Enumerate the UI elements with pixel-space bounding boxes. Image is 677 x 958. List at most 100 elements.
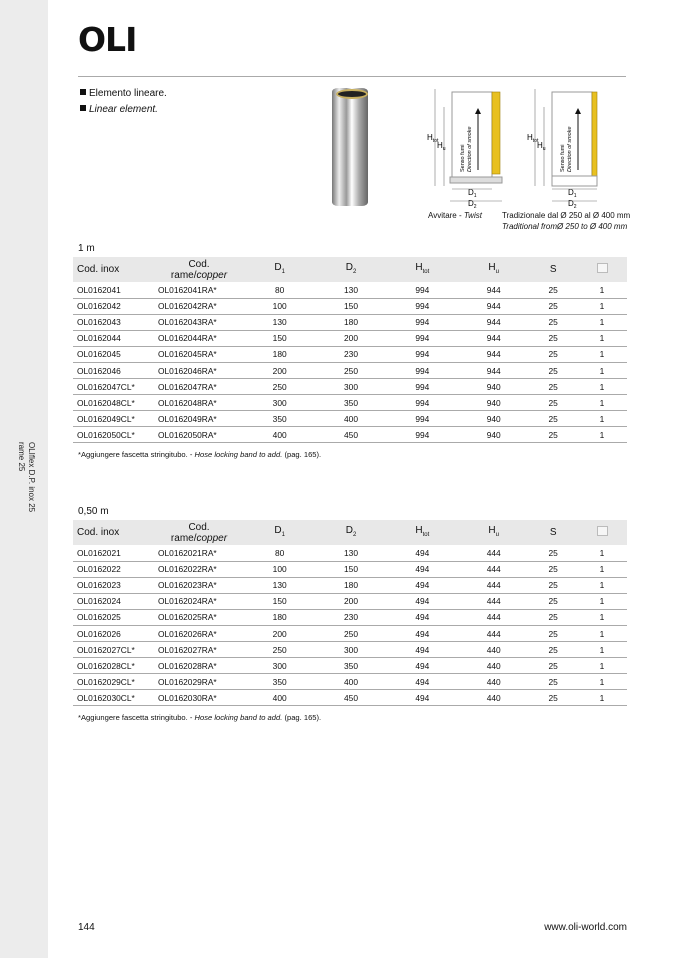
table-cell: OL0162028RA* <box>154 657 244 675</box>
table-cell: 230 <box>315 346 387 363</box>
table-cell: 1 <box>577 561 627 578</box>
table-cell: 1 <box>577 298 627 315</box>
table-cell: 1 <box>577 330 627 347</box>
table-row: OL0162027CL* OL0162027RA* 250 300 494 440 25 1 <box>73 641 627 659</box>
table-cell: 250 <box>315 625 387 643</box>
table-cell: 25 <box>529 330 577 347</box>
table-cell: 25 <box>529 346 577 363</box>
table-cell: OL0162043RA* <box>154 314 244 331</box>
table-cell: 944 <box>458 362 530 380</box>
svg-text:Senso fumi: Senso fumi <box>460 144 466 172</box>
table-cell: OL0162041RA* <box>154 282 244 299</box>
table-cell: 180 <box>315 577 387 594</box>
table-cell: OL0162045RA* <box>154 346 244 363</box>
table-cell: 25 <box>529 657 577 675</box>
table-cell: 494 <box>386 673 459 691</box>
table-cell: 494 <box>386 609 459 626</box>
table-row: OL0162022 OL0162022RA* 100 150 494 444 25 1 <box>73 561 627 578</box>
table-cell: 1 <box>577 394 627 412</box>
table-cell: OL0162030RA* <box>154 689 244 707</box>
page-number: 144 <box>78 922 95 933</box>
table-cell: OL0162044RA* <box>154 330 244 347</box>
divider <box>78 76 626 77</box>
col-hu: Hu <box>458 257 530 282</box>
table-row: OL0162023 OL0162023RA* 130 180 494 444 25 1 <box>73 577 627 594</box>
table-row: OL0162045 OL0162045RA* 180 230 994 944 25 1 <box>73 346 627 363</box>
table-cell: 940 <box>458 394 530 412</box>
table-cell: 1 <box>577 362 627 380</box>
col-htot: Htot <box>386 520 459 545</box>
table-cell: 80 <box>244 545 316 562</box>
table-row: OL0162043 OL0162043RA* 130 180 994 944 25 1 <box>73 314 627 331</box>
table-row: OL0162047CL* OL0162047RA* 250 300 994 940 25 1 <box>73 378 627 396</box>
table-cell: 350 <box>315 394 387 412</box>
table-cell: OL0162022RA* <box>154 561 244 578</box>
table-cell: OL0162029RA* <box>154 673 244 691</box>
table-cell: 100 <box>244 561 316 578</box>
col-copper: Cod. rame/copper <box>154 257 244 282</box>
table-cell: OL0162024 <box>73 593 154 610</box>
col-inox: Cod. inox <box>73 520 154 545</box>
table-cell: 100 <box>244 298 316 315</box>
table-cell: 150 <box>315 298 387 315</box>
table-row: OL0162050CL* OL0162050RA* 400 450 994 940 25 1 <box>73 426 627 444</box>
table-cell: 80 <box>244 282 316 299</box>
table-cell: OL0162048CL* <box>73 394 154 412</box>
table-cell: 25 <box>529 314 577 331</box>
table-cell: 1 <box>577 625 627 643</box>
table-cell: 944 <box>458 314 530 331</box>
table-cell: 994 <box>386 346 459 363</box>
box-icon <box>596 263 608 273</box>
table-cell: 25 <box>529 282 577 299</box>
table-cell: 944 <box>458 298 530 315</box>
col-d1: D1 <box>244 520 316 545</box>
table-cell: 450 <box>315 689 387 707</box>
table-cell: 250 <box>244 378 316 396</box>
table-cell: 944 <box>458 346 530 363</box>
table-cell: 200 <box>315 593 387 610</box>
table-cell: 400 <box>315 410 387 428</box>
col-pack <box>577 257 627 282</box>
svg-text:D2: D2 <box>568 199 577 210</box>
table-cell: 1 <box>577 577 627 594</box>
table-cell: 25 <box>529 673 577 691</box>
table-row: OL0162048CL* OL0162048RA* 300 350 994 940 25 1 <box>73 394 627 412</box>
table-cell: 130 <box>244 577 316 594</box>
table-row: OL0162025 OL0162025RA* 180 230 494 444 25 1 <box>73 609 627 626</box>
table-cell: 200 <box>244 362 316 380</box>
table-cell: 350 <box>244 673 316 691</box>
table-cell: OL0162046 <box>73 362 154 380</box>
table-cell: OL0162025RA* <box>154 609 244 626</box>
table-cell: 130 <box>244 314 316 331</box>
col-htot: Htot <box>386 257 459 282</box>
table-cell: 350 <box>315 657 387 675</box>
table-cell: 300 <box>315 378 387 396</box>
table-cell: 1 <box>577 609 627 626</box>
col-s: S <box>529 257 577 282</box>
table-cell: 25 <box>529 561 577 578</box>
table-cell: OL0162023 <box>73 577 154 594</box>
table-cell: 1 <box>577 657 627 675</box>
table-cell: 25 <box>529 410 577 428</box>
table-cell: OL0162049RA* <box>154 410 244 428</box>
table-cell: 150 <box>244 330 316 347</box>
table-cell: 444 <box>458 561 530 578</box>
table-row: OL0162021 OL0162021RA* 80 130 494 444 25 1 <box>73 545 627 562</box>
section-label: OLIflex D.P. inox 25 rame 25 <box>17 442 36 513</box>
description: Elemento lineare. Linear element. <box>80 86 167 118</box>
table-cell: OL0162049CL* <box>73 410 154 428</box>
table-row: OL0162024 OL0162024RA* 150 200 494 444 25 1 <box>73 593 627 610</box>
table-cell: 994 <box>386 314 459 331</box>
table-cell: 25 <box>529 378 577 396</box>
website: www.oli-world.com <box>544 922 627 933</box>
table-cell: 300 <box>244 657 316 675</box>
table-cell: OL0162050RA* <box>154 426 244 444</box>
col-d1: D1 <box>244 257 316 282</box>
table-cell: OL0162026RA* <box>154 625 244 643</box>
col-d2: D2 <box>315 520 387 545</box>
table-cell: 444 <box>458 593 530 610</box>
table-cell: 130 <box>315 545 387 562</box>
table-row: OL0162042 OL0162042RA* 100 150 994 944 25 1 <box>73 298 627 315</box>
table-cell: 440 <box>458 673 530 691</box>
table-row: OL0162041 OL0162041RA* 80 130 994 944 25 1 <box>73 282 627 299</box>
